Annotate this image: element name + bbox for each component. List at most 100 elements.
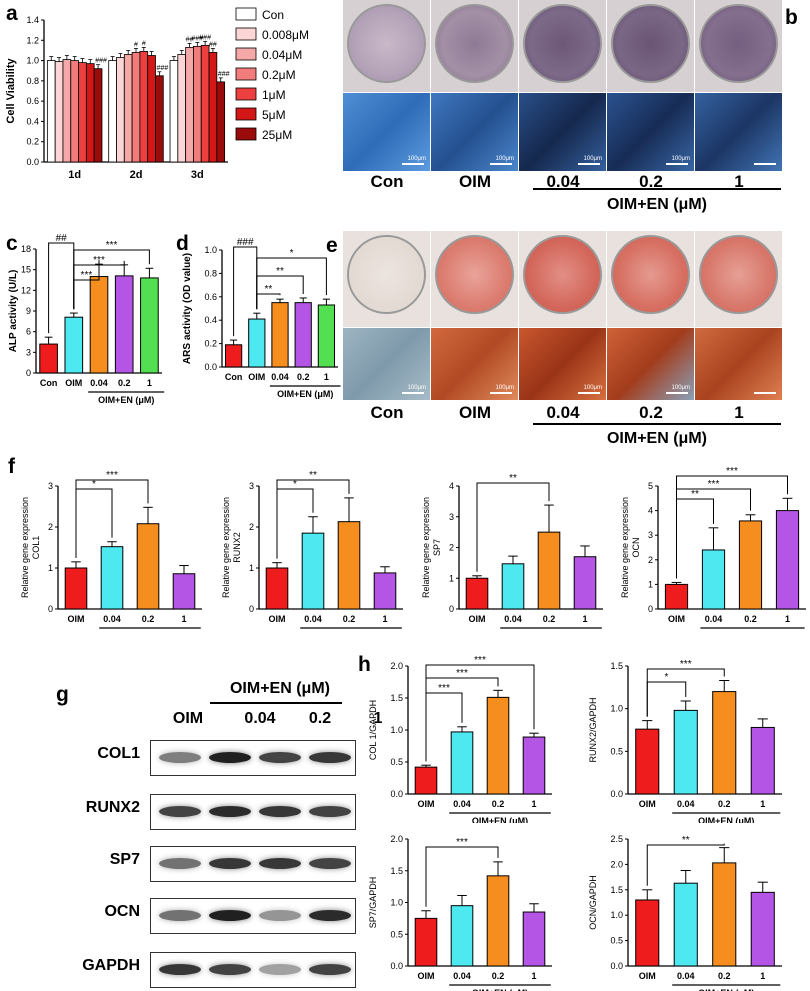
x-tick-label: 1 — [324, 372, 329, 382]
y-tick-label: 2.5 — [610, 834, 623, 844]
x-tick-label: 0.2 — [297, 372, 310, 382]
bar-0.008μM-3d — [177, 54, 187, 163]
culture-dish-photo — [607, 231, 694, 327]
y-tick-label: 2.0 — [610, 859, 623, 869]
scale-bar-label: 100μm — [495, 156, 514, 162]
legend-label: 1μM — [262, 88, 286, 102]
blot-band — [259, 910, 301, 921]
x-tick-label: OIM — [269, 614, 286, 624]
blot-band — [209, 858, 251, 869]
y-tick-label: 2.0 — [390, 834, 403, 844]
blot-group-bar — [210, 702, 342, 704]
significance-marker: *** — [726, 466, 738, 477]
legend-label: 25μM — [262, 128, 292, 142]
y-tick-label: 0 — [449, 604, 454, 614]
x-tick-label: OIM — [639, 971, 656, 981]
significance-marker: # — [134, 41, 138, 48]
significance-marker: ** — [265, 284, 273, 295]
blot-column-label: 0.04 — [244, 710, 276, 727]
culture-dish-photo — [343, 0, 430, 92]
bar-0.2 — [486, 696, 510, 795]
bar-5μM-2d — [147, 55, 156, 163]
significance-bracket — [646, 668, 725, 717]
blot-row-label: COL1 — [97, 745, 140, 762]
scale-bar-label: 100μm — [407, 385, 426, 391]
bar-1 — [172, 573, 196, 610]
bar-Con-3d — [169, 60, 179, 163]
condition-label: 0.2 — [639, 403, 663, 422]
dish-well — [611, 4, 690, 83]
x-tick-label: 0.2 — [492, 971, 505, 981]
y-tick-label: 12 — [21, 285, 31, 295]
bar-1μM-3d — [200, 44, 210, 163]
culture-dish-photo — [343, 231, 430, 327]
y-tick-label: 0.5 — [610, 746, 623, 756]
bar-OIM — [414, 917, 438, 967]
bar-0.2 — [537, 531, 561, 610]
y-tick-label: 1.5 — [610, 885, 623, 895]
bar-0.04 — [301, 532, 325, 610]
significance-bracket — [476, 482, 550, 572]
legend-swatch — [235, 7, 257, 21]
bar-0.2 — [712, 691, 737, 795]
scale-bar — [754, 392, 776, 394]
y-tick-label: 0.6 — [26, 96, 39, 106]
x-tick-label: OIM — [668, 614, 685, 624]
condition-label: 0.04 — [546, 403, 580, 422]
significance-marker: *** — [474, 655, 486, 666]
bar-OIM — [248, 318, 266, 368]
western-blot-panel: OIM+EN (μM) OIM 0.04 0.2 1 COL1 RUNX2 SP7 OCN G… — [60, 680, 382, 988]
alp-activity-chart: 0 3 6 9 12 15 18 ALP activity (U/L) Con OIM 0.04 0.… — [8, 233, 165, 405]
dish-well — [347, 235, 426, 314]
group-label: OIM+EN (μM) — [698, 816, 754, 823]
group-label: OIM+EN (μM) — [472, 816, 528, 823]
y-tick-label: 0.6 — [204, 292, 217, 302]
x-tick-label: 1 — [531, 799, 536, 809]
bar-1 — [750, 891, 775, 967]
blot-column-label: 1 — [373, 710, 383, 727]
bar-0.04 — [501, 563, 525, 610]
blot-band — [309, 806, 351, 817]
blot-strip — [150, 952, 356, 988]
bar-1 — [522, 736, 546, 795]
condition-label: Con — [370, 172, 404, 191]
panel-b-photos: 100μm 100μm 100μm 100μm Con OIM 0.04 0.2 1 OIM+… — [343, 0, 783, 220]
y-tick-label: 0.4 — [204, 315, 217, 325]
y-tick-label: 1.5 — [390, 866, 403, 876]
group-label: OIM+EN (μM) — [323, 631, 379, 632]
x-tick-label: 1 — [531, 971, 536, 981]
y-tick-label: 2 — [249, 522, 254, 532]
dish-well — [611, 235, 690, 314]
scale-bar — [578, 163, 600, 165]
condition-label: 1 — [734, 172, 744, 191]
bar-1 — [522, 911, 546, 967]
condition-label: 0.04 — [546, 172, 580, 191]
micrograph: 100μm — [431, 93, 518, 171]
bar-0.2 — [294, 302, 312, 368]
scale-bar — [754, 163, 776, 165]
cell-viability-chart: 0.0 0.2 0.4 0.6 0.8 1.0 1.2 1.4 Cell Viability 1d… — [5, 7, 309, 181]
bar-OIM — [265, 567, 289, 610]
y-axis-label-gene: OCN — [631, 538, 641, 558]
bar-OIM — [64, 567, 88, 610]
blot-band — [159, 858, 201, 869]
significance-marker: * — [293, 479, 297, 490]
x-tick-label: 0.04 — [677, 799, 695, 809]
y-tick-label: 3 — [48, 481, 53, 491]
x-tick-label: 0.04 — [677, 971, 695, 981]
blot-column-label: 0.2 — [308, 710, 332, 727]
significance-marker: *** — [106, 240, 118, 251]
y-tick-label: 1 — [648, 579, 653, 589]
bar-25μM-1d — [93, 68, 103, 163]
y-tick-label: 1.0 — [610, 910, 623, 920]
x-tick-label: 0.04 — [103, 614, 121, 624]
significance-marker: ### — [237, 237, 254, 248]
x-tick-label: 0.2 — [718, 799, 731, 809]
panel-letter-e: e — [326, 234, 338, 257]
dish-well — [699, 4, 778, 83]
y-tick-label: 5 — [648, 481, 653, 491]
bar-0.2 — [486, 875, 510, 967]
significance-marker: *** — [106, 470, 118, 481]
bar-5μM-1d — [85, 63, 95, 163]
